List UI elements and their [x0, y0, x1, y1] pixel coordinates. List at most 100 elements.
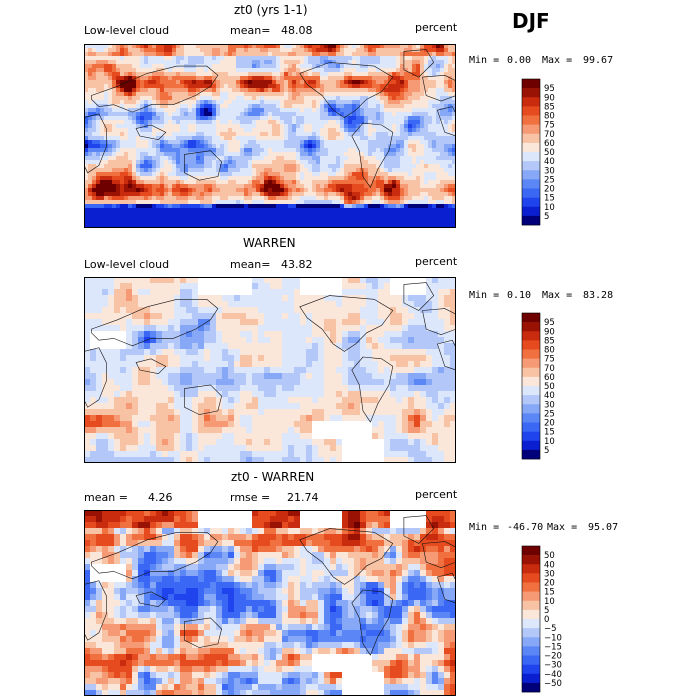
heatmap-cell — [340, 148, 345, 153]
heatmap-cell — [212, 104, 217, 109]
heatmap-cell — [424, 204, 429, 209]
heatmap-cell — [288, 313, 295, 320]
heatmap-cell — [108, 136, 113, 141]
heatmap-cell — [368, 192, 373, 197]
heatmap-cell — [244, 164, 249, 169]
heatmap-cell — [448, 136, 453, 141]
heatmap-cell — [140, 220, 145, 225]
heatmap-cell — [128, 152, 133, 157]
heatmap-cell — [120, 48, 125, 53]
heatmap-cell — [128, 112, 133, 117]
heatmap-cell — [92, 64, 97, 69]
heatmap-cell — [340, 156, 345, 161]
heatmap-cell — [276, 120, 281, 125]
heatmap-cell — [412, 108, 417, 113]
heatmap-cell — [400, 160, 405, 165]
heatmap-cell — [124, 196, 129, 201]
heatmap-cell — [176, 80, 181, 85]
heatmap-cell — [140, 132, 145, 137]
heatmap-cell — [156, 188, 161, 193]
heatmap-cell — [152, 200, 157, 205]
heatmap-cell — [264, 152, 269, 157]
heatmap-cell — [300, 112, 305, 117]
heatmap-cell — [316, 100, 321, 105]
heatmap-cell — [148, 108, 153, 113]
heatmap-cell — [452, 84, 456, 89]
heatmap-cell — [360, 92, 365, 97]
heatmap-cell — [348, 331, 355, 338]
heatmap-cell — [216, 132, 221, 137]
heatmap-cell — [216, 48, 221, 53]
heatmap-cell — [212, 92, 217, 97]
heatmap-cell — [424, 200, 429, 205]
heatmap-cell — [404, 204, 409, 209]
heatmap-cell — [256, 168, 261, 173]
heatmap-cell — [388, 152, 393, 157]
heatmap-cell — [306, 337, 313, 344]
heatmap-cell — [212, 60, 217, 65]
heatmap-cell — [144, 132, 149, 137]
heatmap-cell — [152, 72, 157, 77]
heatmap-cell — [240, 307, 247, 314]
heatmap-cell — [420, 319, 427, 326]
heatmap-cell — [324, 92, 329, 97]
heatmap-cell — [128, 124, 133, 129]
heatmap-cell — [388, 148, 393, 153]
heatmap-cell — [100, 172, 105, 177]
heatmap-cell — [192, 176, 197, 181]
heatmap-cell — [316, 88, 321, 93]
heatmap-cell — [172, 216, 177, 221]
heatmap-cell — [308, 220, 313, 225]
heatmap-cell — [368, 140, 373, 145]
heatmap-cell — [288, 196, 293, 201]
heatmap-cell — [444, 156, 449, 161]
heatmap-cell — [292, 56, 297, 61]
heatmap-cell — [384, 208, 389, 213]
heatmap-cell — [112, 160, 117, 165]
heatmap-cell — [156, 301, 163, 308]
heatmap-cell — [172, 80, 177, 85]
heatmap-cell — [84, 44, 89, 49]
heatmap-cell — [360, 212, 365, 217]
heatmap-cell — [152, 80, 157, 85]
heatmap-cell — [150, 283, 157, 290]
heatmap-cell — [104, 172, 109, 177]
heatmap-cell — [124, 44, 129, 49]
heatmap-cell — [328, 112, 333, 117]
heatmap-cell — [220, 136, 225, 141]
heatmap-cell — [196, 136, 201, 141]
heatmap-cell — [248, 96, 253, 101]
heatmap-cell — [88, 192, 93, 197]
heatmap-cell — [184, 80, 189, 85]
heatmap-cell — [336, 52, 341, 57]
heatmap-cell — [392, 144, 397, 149]
heatmap-cell — [96, 164, 101, 169]
heatmap-cell — [360, 313, 367, 320]
heatmap-cell — [288, 64, 293, 69]
heatmap-cell — [452, 88, 456, 93]
heatmap-cell — [196, 144, 201, 149]
heatmap-cell — [268, 136, 273, 141]
heatmap-cell — [104, 188, 109, 193]
heatmap-cell — [140, 112, 145, 117]
heatmap-cell — [436, 156, 441, 161]
heatmap-cell — [392, 120, 397, 125]
heatmap-cell — [364, 196, 369, 201]
heatmap-cell — [104, 184, 109, 189]
heatmap-cell — [232, 148, 237, 153]
heatmap-cell — [204, 44, 209, 49]
heatmap-cell — [404, 192, 409, 197]
heatmap-cell — [336, 112, 341, 117]
heatmap-cell — [240, 92, 245, 97]
heatmap-cell — [112, 200, 117, 205]
heatmap-cell — [248, 120, 253, 125]
heatmap-cell — [400, 44, 405, 49]
heatmap-cell — [332, 168, 337, 173]
heatmap-cell — [284, 204, 289, 209]
heatmap-cell — [304, 160, 309, 165]
heatmap-cell — [220, 164, 225, 169]
heatmap-cell — [296, 104, 301, 109]
heatmap-cell — [212, 172, 217, 177]
heatmap-cell — [258, 319, 265, 326]
heatmap-cell — [264, 128, 269, 133]
